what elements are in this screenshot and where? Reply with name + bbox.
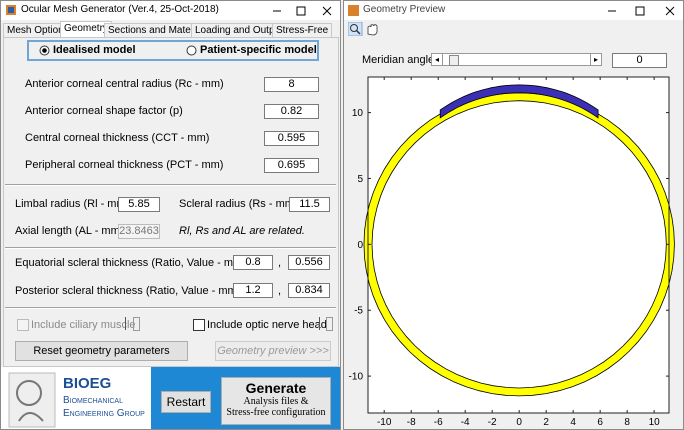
separator [5, 184, 336, 186]
note: Rl, Rs and AL are related. [179, 225, 305, 237]
tab[interactable]: Stress-Free [272, 23, 333, 38]
slider-thumb[interactable] [449, 55, 459, 66]
checkbox-disabled [17, 319, 29, 331]
slider-arrow[interactable]: ▸ [590, 54, 601, 65]
text-input[interactable]: 0.595 [264, 131, 319, 146]
logo-name: BIOEG [63, 375, 112, 392]
text-input[interactable]: 8 [264, 77, 319, 92]
field-label: Central corneal thickness (CCT - mm) [25, 132, 210, 144]
separator [5, 247, 336, 249]
radio[interactable] [186, 45, 197, 56]
generate-line: Analysis files & [243, 396, 309, 407]
divider [125, 317, 126, 330]
radio-label: Patient-specific model [200, 44, 317, 56]
radio-selected[interactable] [39, 45, 50, 56]
field-label: Equatorial scleral thickness (Ratio, Val… [15, 257, 246, 269]
window-title: Geometry Preview [363, 4, 446, 15]
meridian-label: Meridian angle: [362, 54, 438, 66]
plot: -10 -8 -6 -4 -2 0 2 4 6 8 10 -10 -5 0 5 10 [349, 76, 675, 428]
text-input[interactable]: 0.8 [233, 255, 273, 270]
field-label: Scleral radius (Rs - mm) [179, 198, 298, 210]
divider [319, 317, 320, 330]
preview-button-disabled: Geometry preview >>> [215, 341, 331, 361]
field-label: Anterior corneal shape factor (p) [25, 105, 183, 117]
text-input[interactable]: 0.695 [264, 158, 319, 173]
mini-field [326, 317, 333, 331]
generate-line: Stress-free configuration [226, 407, 326, 418]
field-label: Posterior scleral thickness (Ratio, Valu… [15, 285, 241, 297]
field-label: Limbal radius (Rl - mm) [15, 198, 130, 210]
title-bar: Geometry Preview [344, 1, 683, 20]
axes-frame [367, 76, 670, 414]
x-tick-label: 6 [597, 417, 603, 428]
generate-button[interactable]: Generate Analysis files & Stress-free co… [221, 377, 331, 425]
text-input-disabled: 23.8463 [118, 224, 160, 239]
text-input[interactable]: 0.82 [264, 104, 319, 119]
x-tick-label: 4 [570, 417, 576, 428]
radio-label: Idealised model [53, 44, 136, 56]
window-controls[interactable] [606, 5, 680, 17]
logo-icon [8, 372, 56, 428]
reset-button[interactable]: Reset geometry parameters [15, 341, 188, 361]
y-tick-label: -5 [354, 306, 363, 317]
preview-window: Geometry Preview Meridian angle: ◂ ▸ 0 -… [343, 0, 684, 430]
field-label: Axial length (AL - mm) [15, 225, 124, 237]
text-input[interactable]: 1.2 [233, 283, 273, 298]
text-input[interactable]: 11.5 [289, 197, 330, 212]
slider[interactable]: ◂ ▸ [431, 53, 602, 66]
x-tick-label: -10 [377, 417, 392, 428]
x-tick-label: -2 [488, 417, 497, 428]
tab-panel [3, 37, 339, 367]
x-tick-label: -6 [434, 417, 443, 428]
logo-line: Engineering Group [63, 408, 145, 419]
field-label: Peripheral corneal thickness (PCT - mm) [25, 159, 224, 171]
generate-title: Generate [245, 380, 307, 396]
comma: , [278, 257, 282, 269]
x-tick-label: 10 [649, 417, 661, 428]
app-icon [6, 5, 16, 15]
text-input[interactable]: 0.556 [288, 255, 330, 270]
restart-button[interactable]: Restart [161, 391, 211, 413]
x-tick-label: 0 [516, 417, 522, 428]
comma: , [278, 285, 282, 297]
y-tick-label: 10 [352, 108, 364, 119]
separator [5, 307, 336, 309]
model-group [27, 40, 319, 61]
text-input[interactable]: 5.85 [118, 197, 160, 212]
app-icon [348, 5, 359, 16]
window-title: Ocular Mesh Generator (Ver.4, 25-Oct-201… [21, 4, 219, 15]
x-tick-label: 8 [624, 417, 630, 428]
mini-field [133, 317, 140, 331]
checkbox-label: Include optic nerve head [207, 319, 327, 331]
checkbox[interactable] [193, 319, 205, 331]
cornea [439, 84, 599, 119]
toolbar[interactable] [348, 22, 382, 36]
window-controls[interactable] [271, 5, 337, 17]
y-tick-label: -10 [349, 372, 364, 383]
plot-area [368, 77, 669, 413]
checkbox-label: Include ciliary muscle [31, 319, 136, 331]
title-bar: Ocular Mesh Generator (Ver.4, 25-Oct-201… [1, 1, 340, 20]
x-tick-label: 2 [543, 417, 549, 428]
slider-arrow[interactable]: ◂ [432, 54, 443, 65]
y-tick-label: 0 [357, 240, 363, 251]
main-window: Ocular Mesh Generator (Ver.4, 25-Oct-201… [0, 0, 341, 430]
x-tick-label: -4 [461, 417, 470, 428]
x-tick-label: -8 [407, 417, 416, 428]
y-tick-label: 5 [357, 174, 363, 185]
field-label: Anterior corneal central radius (Rc - mm… [25, 78, 224, 90]
text-input[interactable]: 0.834 [288, 283, 330, 298]
text-input[interactable]: 0 [612, 53, 667, 68]
logo-line: Biomechanical [63, 395, 123, 406]
logo-area: BIOEG Biomechanical Engineering Group [1, 367, 151, 429]
